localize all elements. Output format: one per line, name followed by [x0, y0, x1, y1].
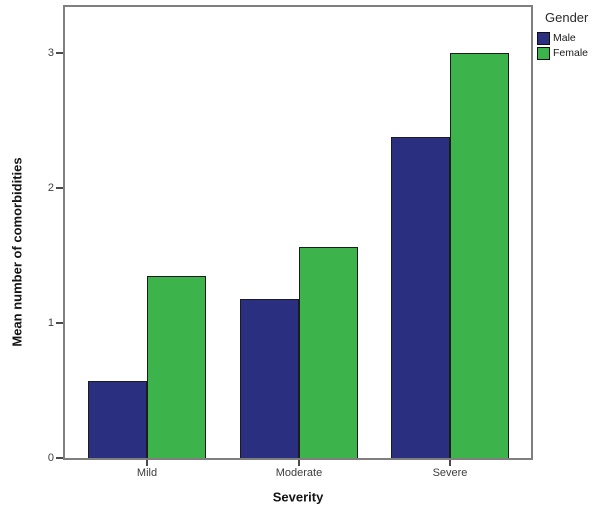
x-axis-title: Severity — [273, 490, 324, 505]
plot-area — [63, 5, 533, 460]
legend-items: Male Female — [537, 32, 588, 60]
y-tick-1 — [56, 322, 63, 324]
legend-item-female: Female — [537, 47, 588, 60]
bar-moderate-male — [240, 299, 299, 458]
y-axis-title-text: Mean number of comorbidities — [9, 157, 25, 347]
legend-swatch-male — [537, 32, 550, 45]
y-tick-label-3: 3 — [47, 47, 54, 59]
legend: Gender Male Female — [537, 10, 588, 62]
y-tick-2 — [56, 187, 63, 189]
x-tick-label-mild: Mild — [136, 467, 158, 479]
y-tick-0 — [56, 457, 63, 459]
x-tick-moderate — [298, 460, 300, 466]
legend-item-male: Male — [537, 32, 588, 45]
y-tick-label-2: 2 — [47, 182, 54, 194]
legend-label-male: Male — [553, 32, 576, 44]
x-tick-severe — [449, 460, 451, 466]
bar-moderate-female — [299, 247, 358, 458]
x-axis-title-text: Severity — [272, 489, 324, 505]
y-tick-label-0: 0 — [47, 452, 54, 464]
legend-title: Gender — [545, 10, 589, 25]
legend-label-female: Female — [553, 47, 589, 59]
x-tick-label-severe: Severe — [432, 467, 468, 479]
y-axis-title: Mean number of comorbidities — [10, 157, 25, 346]
legend-swatch-female — [537, 47, 550, 60]
y-tick-label-1: 1 — [47, 317, 54, 329]
x-tick-mild — [146, 460, 148, 466]
bar-severe-male — [391, 137, 450, 458]
y-tick-3 — [56, 52, 63, 54]
bar-severe-female — [450, 53, 509, 458]
bar-mild-male — [88, 381, 147, 458]
bar-mild-female — [147, 276, 206, 458]
x-tick-label-moderate: Moderate — [275, 467, 323, 479]
